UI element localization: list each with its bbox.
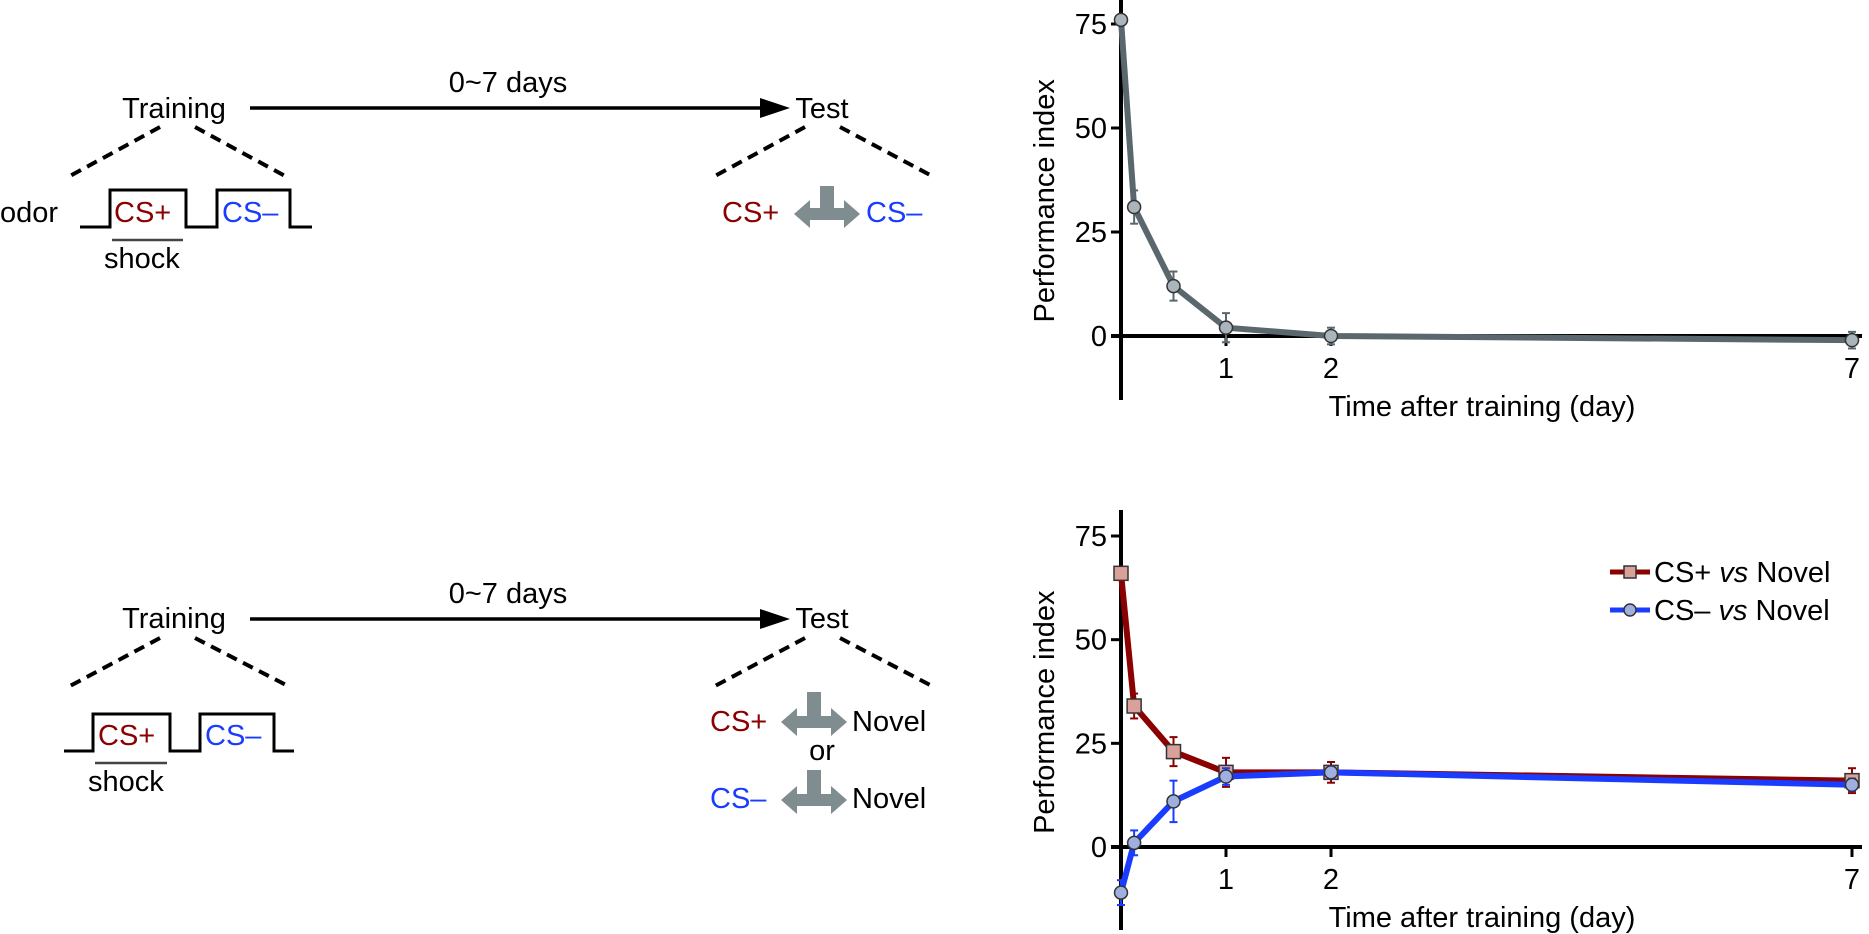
arrowhead-icon xyxy=(760,98,790,118)
x-tick-label: 1 xyxy=(1218,353,1234,385)
y-tick-label: 75 xyxy=(1075,521,1107,553)
data-point xyxy=(1113,12,1129,28)
test-novel: Novel xyxy=(852,783,926,815)
x-tick-label: 7 xyxy=(1844,864,1860,896)
or-label: or xyxy=(809,735,835,767)
x-tick-label: 7 xyxy=(1844,353,1860,385)
y-tick-label: 25 xyxy=(1075,217,1107,249)
interval-label: 0~7 days xyxy=(449,578,568,610)
test-cs-plus: CS+ xyxy=(710,706,767,738)
series-line xyxy=(1118,19,1853,344)
y-axis-label: Performance index xyxy=(1029,79,1061,323)
dashed-line xyxy=(839,125,933,178)
shock-label: shock xyxy=(88,766,164,798)
x-axis-label: Time after training (day) xyxy=(1329,902,1636,934)
test-label: Test xyxy=(795,603,848,635)
series-cs-vs-novel xyxy=(1113,765,1860,907)
t-maze-arrow-icon xyxy=(781,770,847,814)
x-tick-label: 1 xyxy=(1218,864,1234,896)
dashed-line xyxy=(714,636,806,688)
legend: CS+ vs Novel CS– vs Novel xyxy=(1610,557,1830,627)
series-line xyxy=(1118,769,1853,894)
data-point xyxy=(1126,698,1142,714)
data-point xyxy=(1844,777,1860,793)
data-point xyxy=(1844,332,1860,348)
training-label: Training xyxy=(122,603,226,635)
test-label: Test xyxy=(795,93,848,125)
data-point xyxy=(1126,199,1142,215)
y-tick-label: 0 xyxy=(1091,321,1107,353)
arrowhead-icon xyxy=(760,609,790,629)
legend-label: CS+ vs Novel xyxy=(1654,557,1830,589)
y-tick-label: 25 xyxy=(1075,728,1107,760)
legend-label: CS– vs Novel xyxy=(1654,595,1830,627)
cs-plus-label: CS+ xyxy=(114,197,171,229)
t-maze-arrow-icon xyxy=(794,186,860,228)
cs-minus-label: CS– xyxy=(205,720,262,752)
test-cs-minus: CS– xyxy=(866,197,923,229)
legend-marker xyxy=(1623,603,1637,617)
dashed-line xyxy=(714,125,806,178)
chart-memory-decay: 0 25 50 75 1 2 7 Time after training (day) Perfo… xyxy=(1029,0,1862,423)
data-point xyxy=(1165,743,1182,760)
data-point xyxy=(1126,835,1142,851)
dashed-line xyxy=(69,125,161,178)
odor-trace xyxy=(64,712,294,753)
y-tick-label: 0 xyxy=(1091,832,1107,864)
odor-trace xyxy=(80,188,312,229)
shock-label: shock xyxy=(104,243,180,275)
data-point xyxy=(1166,278,1181,294)
data-point xyxy=(1323,765,1339,780)
odor-label: odor xyxy=(0,197,58,229)
chart-cs-vs-novel: 0 25 50 75 1 2 7 Time after training (day) Perfo… xyxy=(1029,510,1862,934)
series-cs-vs-cs- xyxy=(1113,12,1860,350)
test-novel: Novel xyxy=(852,706,926,738)
x-axis-label: Time after training (day) xyxy=(1329,391,1636,423)
training-label: Training xyxy=(122,93,226,125)
data-point xyxy=(1166,794,1181,809)
cs-minus-label: CS– xyxy=(222,197,279,229)
dashed-line xyxy=(194,636,289,688)
x-tick-label: 2 xyxy=(1323,353,1339,385)
x-tick-label: 2 xyxy=(1323,864,1339,896)
interval-label: 0~7 days xyxy=(449,67,568,99)
schematic-b: Training 0~7 days Test CS+ CS– shock CS+… xyxy=(64,578,933,815)
y-tick-label: 50 xyxy=(1075,113,1107,145)
data-point xyxy=(1113,565,1129,582)
data-point xyxy=(1113,885,1129,900)
y-tick-label: 50 xyxy=(1075,625,1107,657)
y-tick-label: 75 xyxy=(1075,9,1107,41)
test-cs-minus: CS– xyxy=(710,783,767,815)
y-axis-label: Performance index xyxy=(1029,590,1061,834)
data-point xyxy=(1323,328,1339,344)
data-point xyxy=(1218,769,1234,784)
dashed-line xyxy=(69,636,161,688)
schematic-a: Training 0~7 days Test odor CS+ CS– shoc… xyxy=(0,67,933,275)
t-maze-arrow-icon xyxy=(781,692,847,736)
test-cs-plus: CS+ xyxy=(722,197,779,229)
legend-marker xyxy=(1623,565,1637,579)
dashed-line xyxy=(839,636,933,688)
data-point xyxy=(1218,320,1234,335)
dashed-line xyxy=(194,125,286,178)
cs-plus-label: CS+ xyxy=(98,720,155,752)
